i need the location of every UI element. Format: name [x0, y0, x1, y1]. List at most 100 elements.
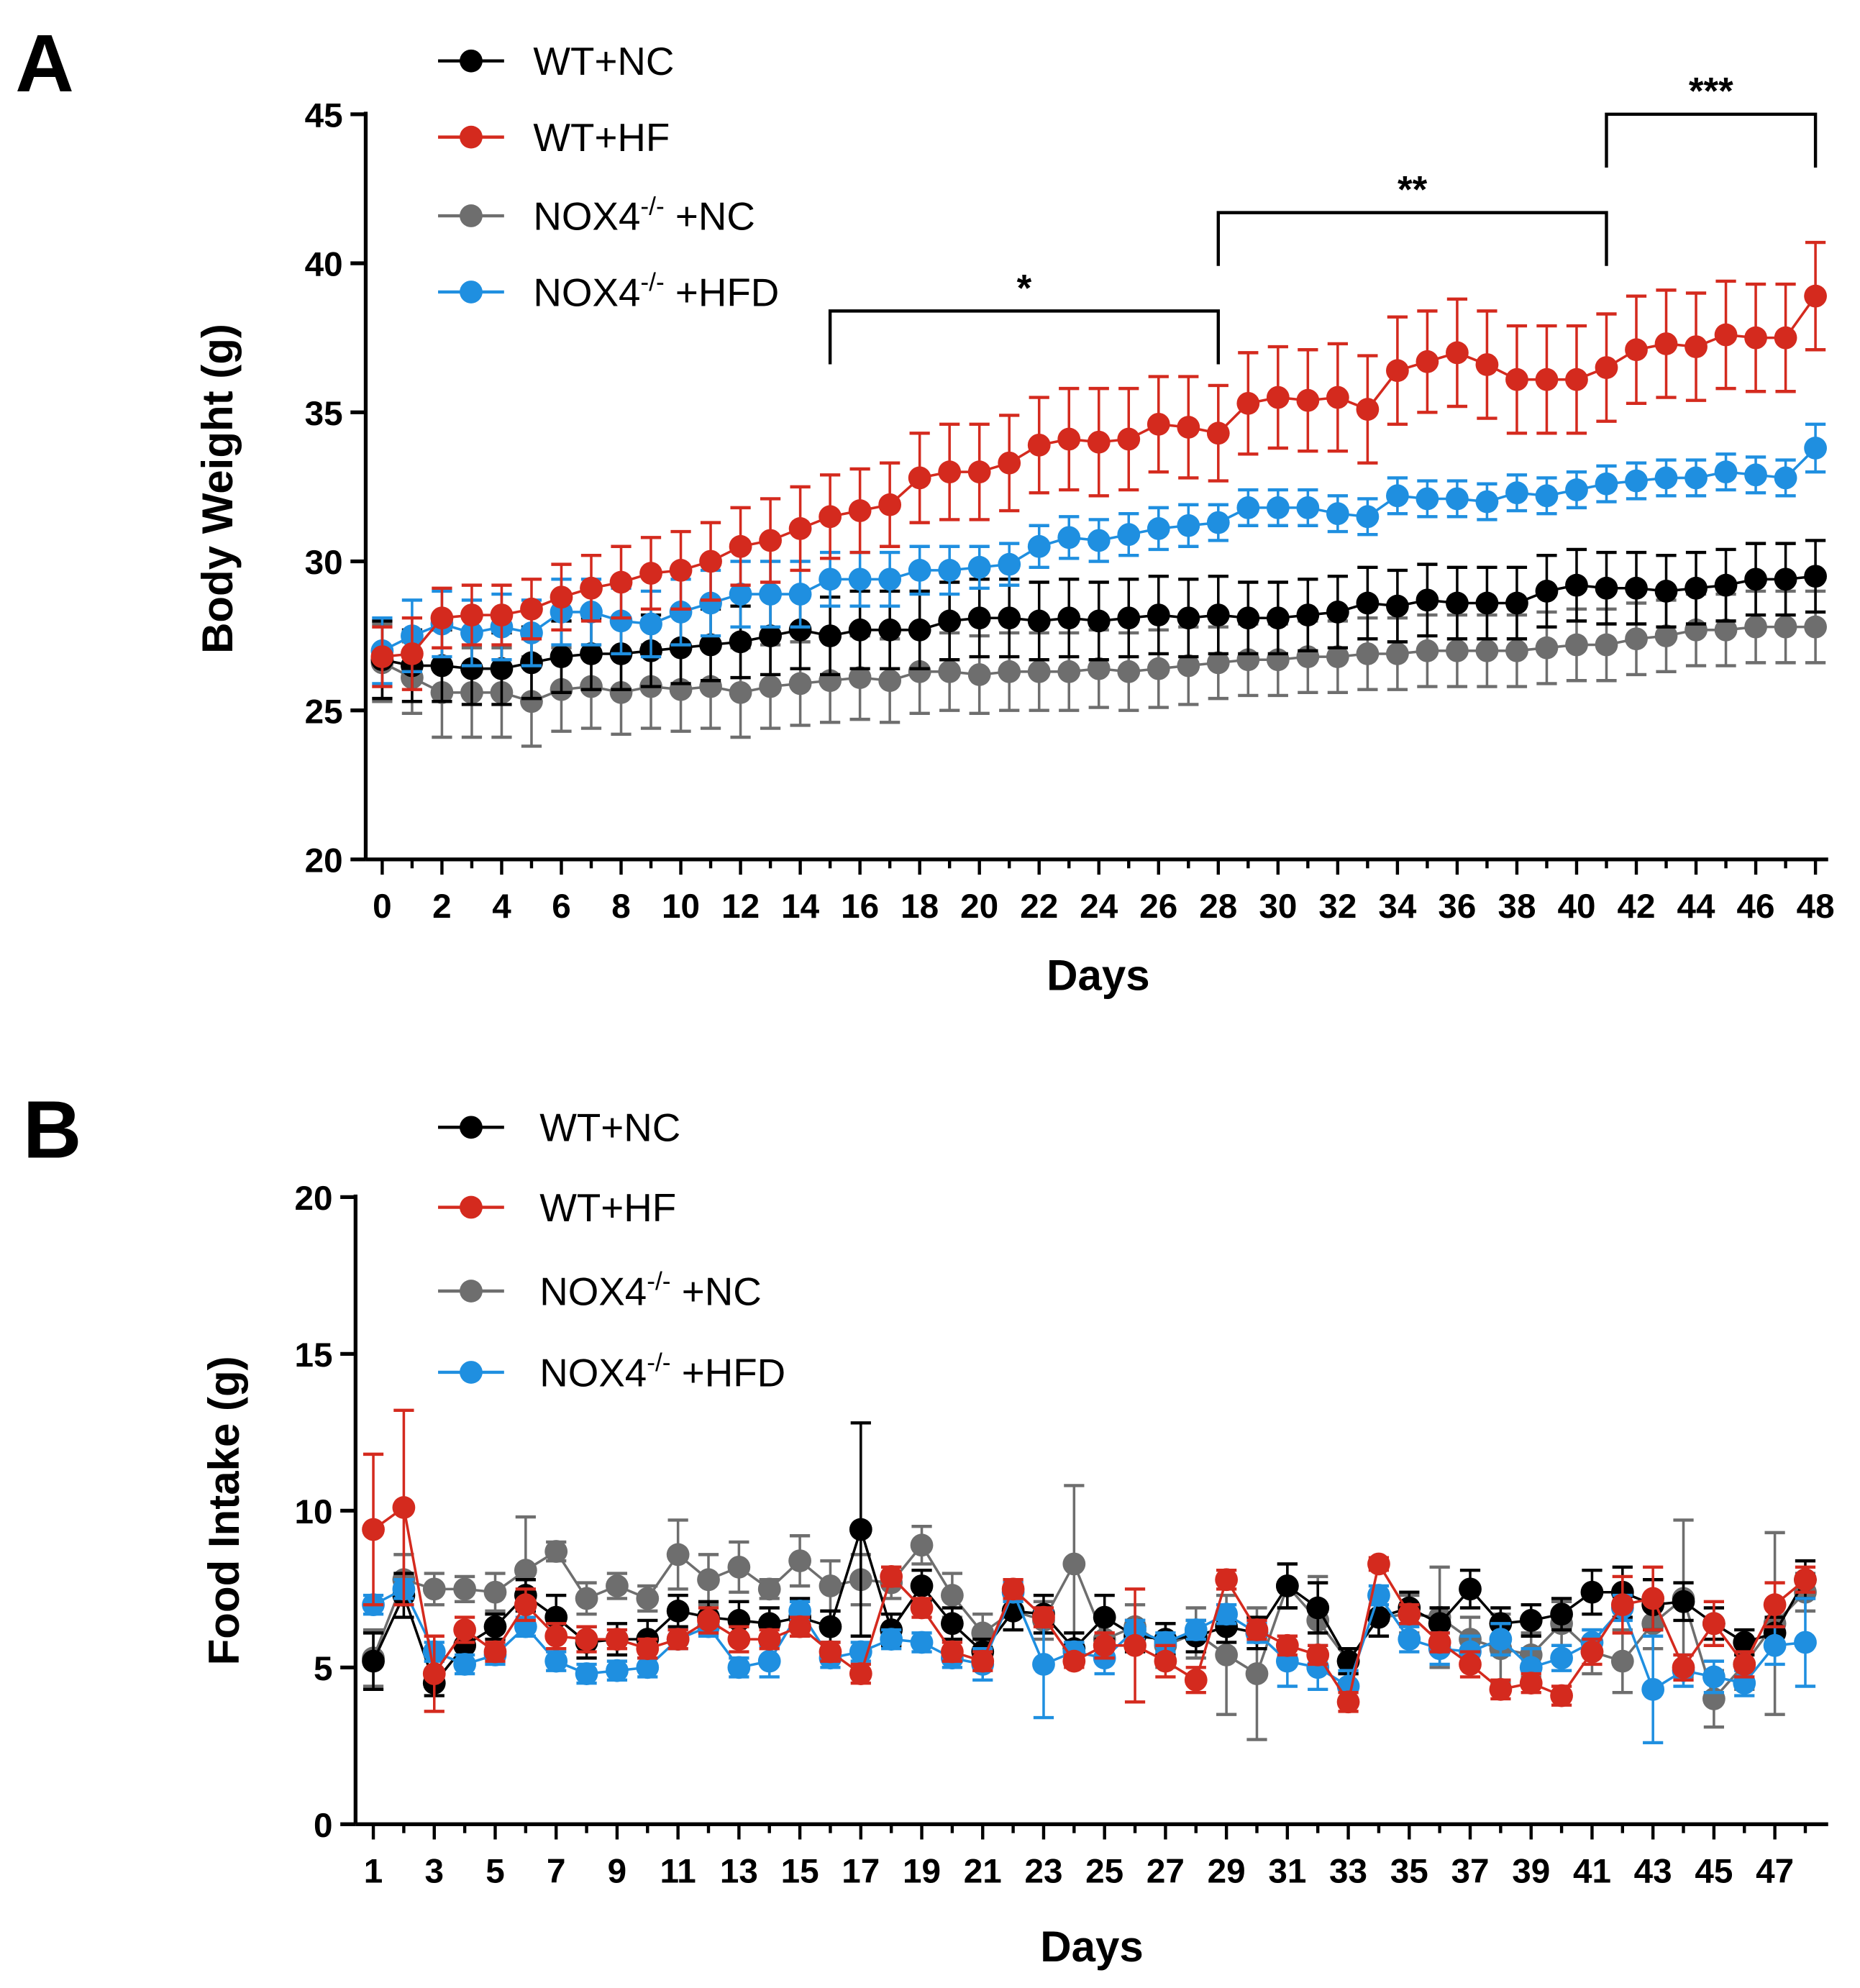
- data-point: [1654, 580, 1678, 603]
- legend-name: NOX4: [533, 193, 640, 238]
- data-point: [819, 1574, 842, 1597]
- panel-label-a: A: [15, 18, 74, 109]
- data-point: [1177, 514, 1200, 537]
- y-tick-label: 30: [305, 544, 343, 582]
- data-point: [1702, 1665, 1725, 1689]
- data-point: [1685, 466, 1708, 490]
- data-point: [1702, 1612, 1725, 1636]
- x-tick-label: 32: [1318, 888, 1357, 926]
- legend-item: NOX4-/- +HFD: [438, 268, 779, 314]
- x-tick-label: 13: [720, 1853, 758, 1891]
- data-point: [1057, 660, 1081, 683]
- data-point: [1177, 606, 1200, 630]
- data-point: [1336, 1690, 1360, 1714]
- legend-label: NOX4-/- +NC: [539, 1267, 761, 1313]
- data-point: [1386, 359, 1409, 383]
- data-point: [1326, 601, 1349, 624]
- data-point: [453, 1653, 477, 1676]
- data-point: [1184, 1668, 1208, 1692]
- x-tick-label: 18: [901, 888, 939, 926]
- data-point: [483, 1615, 507, 1638]
- significance-label: ***: [1689, 70, 1733, 113]
- data-point: [1625, 338, 1648, 362]
- data-point: [880, 1628, 903, 1651]
- data-point: [1804, 615, 1827, 639]
- data-point: [514, 1593, 537, 1617]
- legend-suffix: +NC: [671, 1269, 762, 1313]
- data-point: [1714, 573, 1738, 597]
- data-point: [848, 666, 872, 689]
- data-point: [788, 517, 812, 540]
- data-point: [1206, 511, 1230, 534]
- legend-label: WT+NC: [539, 1105, 680, 1150]
- data-point: [759, 583, 782, 606]
- data-point: [1001, 1577, 1025, 1601]
- data-point: [1565, 368, 1588, 391]
- data-point: [1794, 1568, 1817, 1592]
- x-tick-label: 41: [1573, 1853, 1611, 1891]
- data-point: [1595, 472, 1618, 496]
- x-axis-label-b: Days: [1040, 1923, 1143, 1971]
- data-point: [1804, 565, 1827, 588]
- data-point: [1685, 335, 1708, 358]
- data-point: [1415, 487, 1439, 511]
- data-point: [453, 1618, 477, 1641]
- legend-marker: [460, 281, 483, 304]
- data-point: [1505, 639, 1528, 662]
- y-axis-label-a: Body Weight (g): [193, 324, 242, 654]
- data-point: [1489, 1677, 1513, 1701]
- data-point: [430, 606, 454, 630]
- data-point: [910, 1631, 934, 1654]
- data-point: [1744, 615, 1767, 639]
- data-point: [1206, 603, 1230, 626]
- data-point: [941, 1640, 964, 1664]
- data-point: [1489, 1628, 1513, 1651]
- legend-marker: [460, 1195, 483, 1219]
- data-point: [460, 657, 483, 680]
- x-tick-label: 35: [1390, 1853, 1428, 1891]
- data-point: [819, 1640, 842, 1664]
- data-point: [819, 505, 842, 529]
- x-tick-label: 1: [364, 1853, 383, 1891]
- data-point: [1415, 639, 1439, 662]
- data-point: [788, 1549, 811, 1572]
- x-tick-label: 27: [1146, 1853, 1185, 1891]
- data-point: [848, 618, 872, 642]
- legend-item: NOX4-/- +NC: [438, 1267, 762, 1313]
- data-point: [938, 460, 962, 484]
- data-point: [878, 567, 902, 591]
- data-point: [727, 1555, 751, 1579]
- data-point: [967, 460, 991, 484]
- data-point: [1215, 1568, 1239, 1592]
- data-point: [1625, 576, 1648, 600]
- legend-suffix: +HFD: [671, 1350, 786, 1395]
- data-point: [1641, 1587, 1665, 1610]
- data-point: [606, 1628, 629, 1651]
- data-point: [1565, 573, 1588, 597]
- data-point: [1087, 529, 1111, 552]
- data-point: [1356, 642, 1380, 665]
- data-point: [938, 660, 962, 683]
- x-tick-label: 45: [1695, 1853, 1733, 1891]
- data-point: [1550, 1684, 1573, 1707]
- data-point: [1117, 523, 1141, 547]
- x-tick-label: 6: [552, 888, 571, 926]
- series-nox4-hfd: [370, 422, 1827, 685]
- data-point: [1459, 1653, 1482, 1676]
- x-tick-label: 26: [1139, 888, 1177, 926]
- legend-superscript: -/-: [640, 192, 664, 220]
- data-point: [757, 1577, 781, 1601]
- data-point: [819, 1615, 842, 1638]
- data-point: [669, 601, 693, 624]
- data-point: [910, 1574, 934, 1597]
- data-point: [699, 550, 722, 573]
- y-tick-label: 5: [314, 1650, 333, 1688]
- x-tick-label: 22: [1020, 888, 1058, 926]
- data-point: [967, 555, 991, 579]
- legend-name: NOX4: [539, 1350, 647, 1395]
- data-point: [1459, 1577, 1482, 1601]
- data-point: [1177, 654, 1200, 678]
- legend-label: NOX4-/- +HFD: [539, 1349, 785, 1395]
- data-point: [1505, 481, 1528, 505]
- data-point: [1714, 618, 1738, 642]
